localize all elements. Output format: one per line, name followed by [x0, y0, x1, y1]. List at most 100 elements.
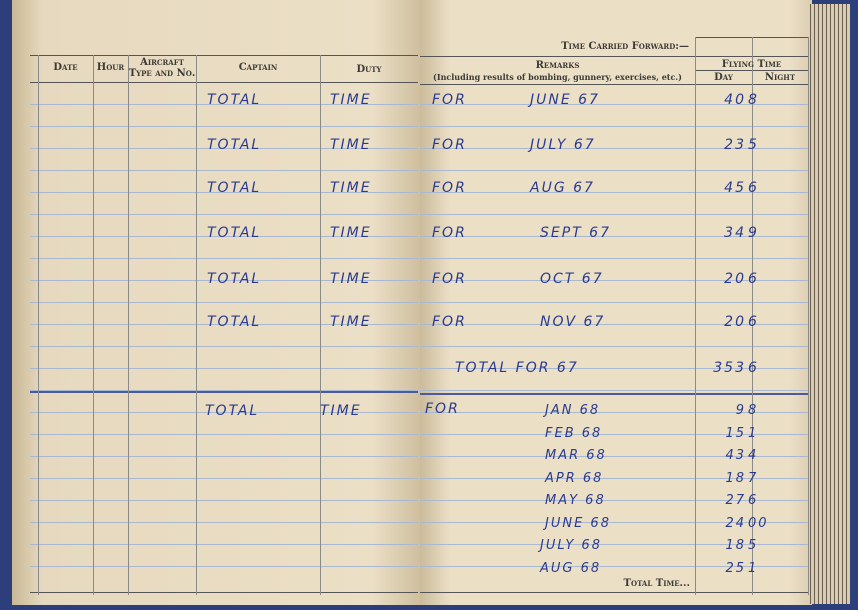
month-entry: JULY 68	[540, 538, 602, 553]
day-hours: 18	[725, 470, 746, 486]
remarks-header: Remarks	[535, 60, 580, 71]
header-hour: Hour	[96, 62, 125, 73]
ruled-line	[420, 214, 808, 215]
duty-entry: TIME	[330, 137, 372, 153]
ruled-line	[420, 434, 808, 435]
day-hours: 25	[725, 560, 746, 576]
ruled-line	[420, 412, 808, 413]
ruled-line	[30, 170, 418, 171]
month-entry: APR 68	[545, 470, 604, 486]
carried-top-line	[695, 37, 808, 38]
year-divider	[30, 391, 418, 393]
ruled-line	[30, 324, 418, 325]
day-hours: 15	[725, 425, 746, 441]
remarks-subheader: (Including results of bombing, gunnery, …	[433, 72, 682, 82]
total-1967-hours: 353	[713, 360, 746, 376]
column-line	[93, 55, 94, 595]
day-tenths: 7	[748, 470, 759, 486]
total-time-label: Total Time...	[623, 578, 690, 589]
ruled-line	[30, 544, 418, 545]
ruled-line	[30, 566, 418, 567]
ruled-line	[420, 368, 808, 369]
ruled-line	[30, 192, 418, 193]
header-aircraft: Aircraft Type and No.	[128, 57, 196, 79]
ruled-line	[420, 170, 808, 171]
month-entry: AUG 68	[540, 560, 602, 576]
day-tenths: 8	[748, 403, 759, 418]
ruled-line	[420, 544, 808, 545]
captain-entry: TOTAL	[207, 92, 262, 108]
day-hours: 24	[725, 515, 746, 531]
day-hours: 27	[725, 493, 746, 508]
duty-entry: TIME	[330, 92, 372, 108]
header-top-line	[420, 56, 808, 57]
ruled-line	[30, 478, 418, 479]
captain-entry: TOTAL	[207, 314, 262, 330]
ruled-line	[30, 456, 418, 457]
ruled-line	[420, 192, 808, 193]
day-tenths: 6	[748, 271, 759, 287]
day-tenths: 6	[748, 180, 759, 196]
day-hours: 9	[735, 403, 746, 418]
for-entry: FOR	[432, 137, 467, 153]
flying-time-divider	[695, 70, 808, 71]
ruled-line	[30, 522, 418, 523]
duty-entry: TIME	[330, 271, 372, 287]
day-tenths: 6	[748, 493, 759, 508]
day-header: Day	[714, 72, 733, 83]
day-hours: 34	[724, 225, 746, 241]
total-1967-tenths: 6	[748, 360, 759, 376]
for-1968: FOR	[425, 401, 460, 417]
month-entry: AUG 67	[530, 180, 595, 196]
carried-forward-label: Time Carried Forward:—	[561, 41, 689, 52]
month-entry: MAY 68	[545, 493, 606, 508]
ruled-line	[420, 126, 808, 127]
total-1967-label: TOTAL FOR 67	[455, 360, 579, 376]
month-entry: JUNE 68	[545, 515, 611, 531]
flying-time-header: Flying Time	[721, 59, 782, 70]
day-tenths: 9	[748, 225, 759, 241]
ruled-line	[420, 390, 808, 391]
for-entry: FOR	[432, 314, 467, 330]
night-header: Night	[764, 72, 796, 83]
day-hours: 18	[725, 538, 746, 553]
ruled-line	[30, 258, 418, 259]
day-tenths: 5	[748, 137, 759, 153]
ruled-line	[30, 346, 418, 347]
month-entry: JULY 67	[530, 137, 596, 153]
page-edges	[810, 4, 850, 604]
ruled-line	[420, 258, 808, 259]
day-hours: 43	[725, 448, 746, 463]
day-tenths: 1	[748, 560, 759, 576]
ruled-line	[420, 324, 808, 325]
ruled-line	[420, 280, 808, 281]
ruled-line	[30, 104, 418, 105]
month-entry: JUNE 67	[530, 92, 600, 108]
day-tenths: 1	[748, 425, 759, 441]
column-line	[752, 37, 753, 595]
ruled-line	[30, 500, 418, 501]
footer-line	[30, 592, 418, 593]
column-line	[320, 55, 321, 595]
ruled-line	[420, 148, 808, 149]
day-hours: 40	[724, 92, 746, 108]
column-line	[196, 55, 197, 595]
header-bottom-line	[30, 82, 418, 83]
header-top-line	[30, 55, 418, 56]
duty-entry: TIME	[330, 225, 372, 241]
duty-entry: TIME	[330, 314, 372, 330]
header-captain: Captain	[238, 62, 278, 73]
ruled-line	[30, 148, 418, 149]
month-entry: SEPT 67	[540, 225, 611, 241]
ruled-line	[420, 104, 808, 105]
ruled-line	[420, 236, 808, 237]
day-tenths: 4	[748, 448, 759, 463]
header-date: Date	[53, 62, 78, 73]
captain-entry: TOTAL	[207, 137, 262, 153]
header-duty: Duty	[356, 64, 382, 75]
column-line	[38, 55, 39, 595]
month-entry: FEB 68	[545, 425, 603, 441]
ruled-line	[30, 390, 418, 391]
month-entry: OCT 67	[540, 271, 604, 287]
captain-entry: TOTAL	[207, 180, 262, 196]
